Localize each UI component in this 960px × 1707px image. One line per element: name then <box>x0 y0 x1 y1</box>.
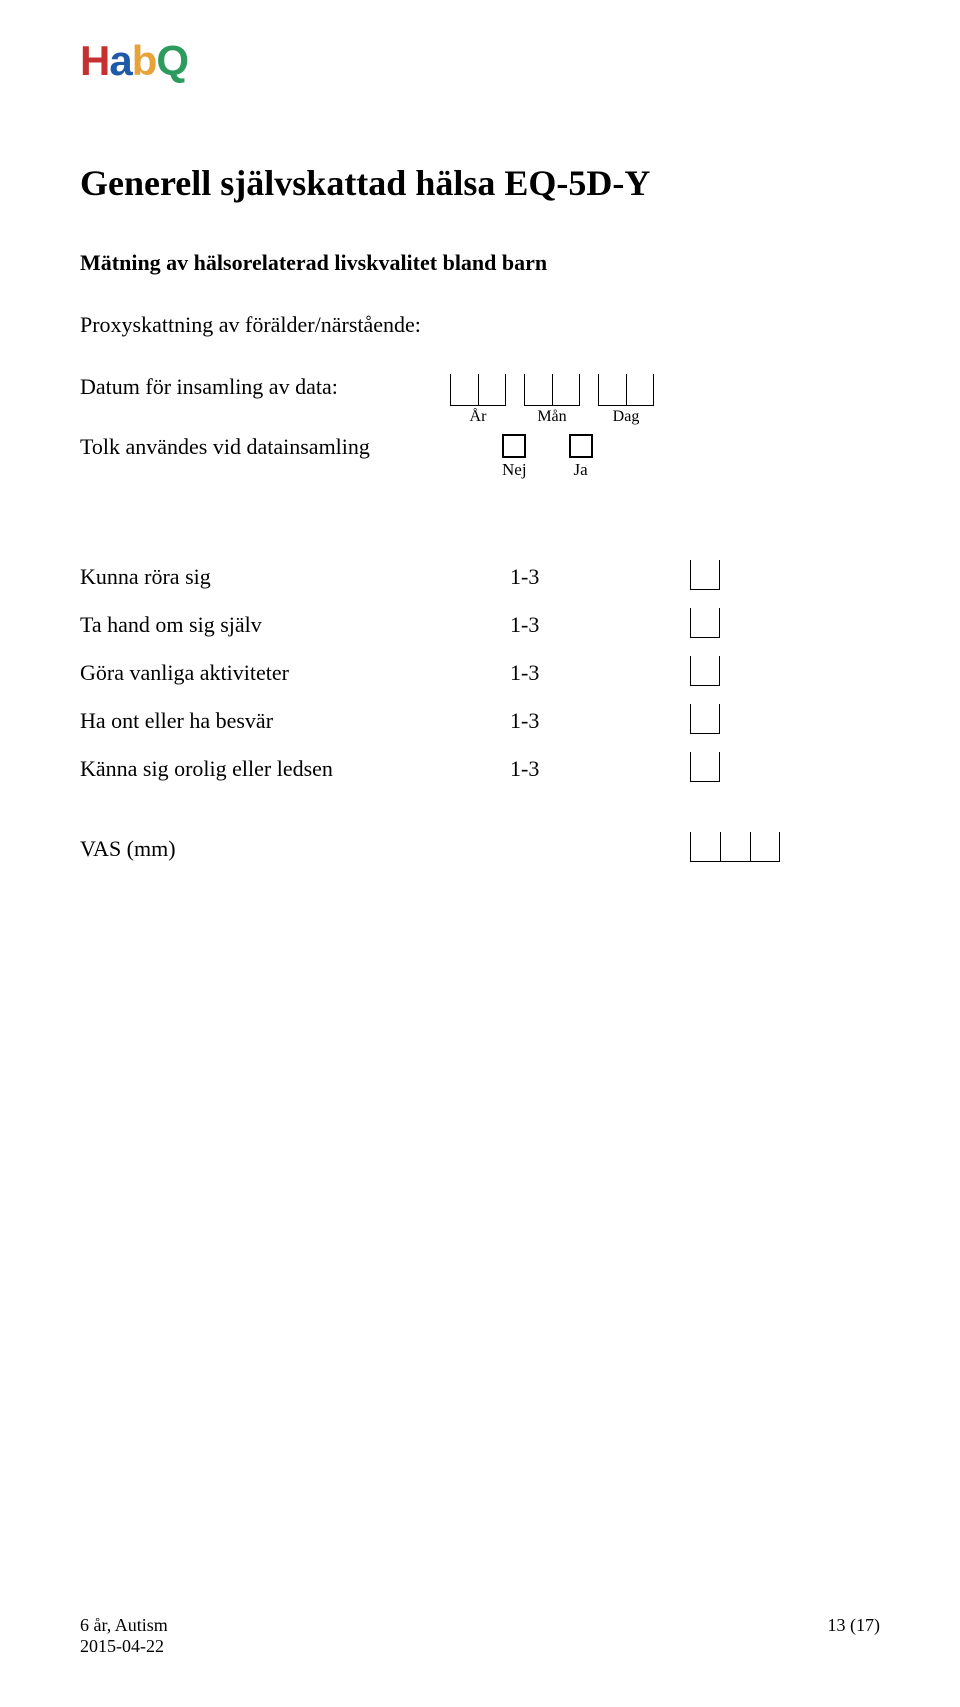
year-label: År <box>470 408 487 426</box>
item-input[interactable] <box>690 608 720 638</box>
item-label: Ha ont eller ha besvär <box>80 708 510 734</box>
year-group: År <box>450 374 506 426</box>
item-row: Göra vanliga aktiviteter 1-3 <box>80 656 880 686</box>
footer-doc-variant: 6 år, Autism <box>80 1615 168 1636</box>
year-input[interactable] <box>450 374 506 406</box>
item-row: Ha ont eller ha besvär 1-3 <box>80 704 880 734</box>
item-row: Kunna röra sig 1-3 <box>80 560 880 590</box>
day-input[interactable] <box>598 374 654 406</box>
item-label: Känna sig orolig eller ledsen <box>80 756 510 782</box>
date-boxes: År Mån Dag <box>450 374 654 426</box>
no-option: Nej <box>502 434 527 480</box>
month-group: Mån <box>524 374 580 426</box>
item-input-box <box>690 752 720 782</box>
no-label: Nej <box>502 460 527 480</box>
day-group: Dag <box>598 374 654 426</box>
yes-checkbox[interactable] <box>569 434 593 458</box>
item-input-box <box>690 704 720 734</box>
vas-row: VAS (mm) <box>80 832 880 862</box>
footer-page-number: 13 (17) <box>828 1615 881 1657</box>
yesno-boxes: Nej Ja <box>502 434 593 480</box>
yes-label: Ja <box>573 460 587 480</box>
item-input[interactable] <box>690 656 720 686</box>
no-checkbox[interactable] <box>502 434 526 458</box>
item-range: 1-3 <box>510 708 690 734</box>
item-input[interactable] <box>690 752 720 782</box>
item-range: 1-3 <box>510 612 690 638</box>
month-label: Mån <box>537 408 566 426</box>
date-label: Datum för insamling av data: <box>80 374 450 400</box>
item-input[interactable] <box>690 704 720 734</box>
page-footer: 6 år, Autism 2015-04-22 13 (17) <box>80 1615 880 1657</box>
logo-letter-q: Q <box>156 37 188 84</box>
interpreter-row: Tolk användes vid datainsamling Nej Ja <box>80 434 880 480</box>
date-input-section: År Mån Dag <box>450 374 654 426</box>
item-input-box <box>690 608 720 638</box>
item-row: Känna sig orolig eller ledsen 1-3 <box>80 752 880 782</box>
yes-option: Ja <box>569 434 593 480</box>
form-page: HabQ Generell självskattad hälsa EQ-5D-Y… <box>0 0 960 1707</box>
vas-input[interactable] <box>690 832 780 862</box>
month-input[interactable] <box>524 374 580 406</box>
item-input-box <box>690 656 720 686</box>
logo-letter-h: H <box>80 37 109 84</box>
item-input-box <box>690 560 720 590</box>
logo-letter-a: a <box>109 37 131 84</box>
item-input[interactable] <box>690 560 720 590</box>
item-row: Ta hand om sig själv 1-3 <box>80 608 880 638</box>
footer-left: 6 år, Autism 2015-04-22 <box>80 1615 168 1657</box>
footer-date: 2015-04-22 <box>80 1636 168 1657</box>
item-label: Göra vanliga aktiviteter <box>80 660 510 686</box>
item-range: 1-3 <box>510 660 690 686</box>
logo-letter-b: b <box>132 37 157 84</box>
interpreter-label: Tolk användes vid datainsamling <box>80 434 450 460</box>
item-label: Kunna röra sig <box>80 564 510 590</box>
date-row: Datum för insamling av data: År Mån <box>80 374 880 426</box>
page-title: Generell självskattad hälsa EQ-5D-Y <box>80 162 880 204</box>
day-label: Dag <box>613 408 640 426</box>
page-subtitle: Mätning av hälsorelaterad livskvalitet b… <box>80 250 880 276</box>
vas-input-box <box>690 832 780 862</box>
item-label: Ta hand om sig själv <box>80 612 510 638</box>
item-range: 1-3 <box>510 756 690 782</box>
proxy-line: Proxyskattning av förälder/närstående: <box>80 312 880 338</box>
habq-logo: HabQ <box>80 40 880 82</box>
vas-label: VAS (mm) <box>80 836 690 862</box>
item-range: 1-3 <box>510 564 690 590</box>
